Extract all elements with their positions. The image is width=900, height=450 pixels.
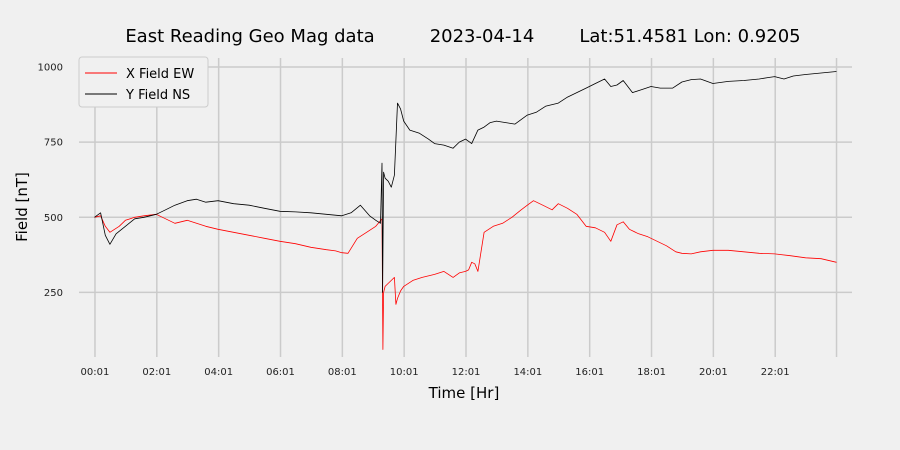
x-tick-label: 10:01 — [390, 367, 419, 378]
x-tick-label: 22:01 — [761, 367, 790, 378]
series-line-x-field — [94, 200, 837, 350]
chart-title-location: Lat:51.4581 Lon: 0.9205 — [579, 26, 800, 47]
y-tick-label: 1000 — [38, 63, 63, 74]
legend: X Field EW Y Field NS — [78, 56, 209, 108]
y-tick-label: 750 — [44, 138, 63, 149]
x-axis-label: Time [Hr] — [428, 384, 500, 402]
x-tick-label: 04:01 — [204, 367, 233, 378]
x-tick-label: 06:01 — [266, 367, 295, 378]
x-tick-label: 18:01 — [637, 367, 666, 378]
x-tick-label: 16:01 — [575, 367, 604, 378]
x-tick-label: 12:01 — [452, 367, 481, 378]
grid — [79, 58, 852, 357]
x-tick-label: 00:01 — [81, 367, 110, 378]
x-tick-label: 20:01 — [699, 367, 728, 378]
tick-labels: 250 500 750 1000 00:01 02:01 04:01 06:01 08:01 10… — [38, 63, 790, 378]
x-tick-label: 14:01 — [513, 367, 542, 378]
chart-title-date: 2023-04-14 — [430, 26, 535, 47]
series-line-y-field — [94, 71, 837, 293]
chart-title: East Reading Geo Mag data — [125, 26, 374, 47]
y-tick-label: 500 — [44, 213, 63, 224]
y-axis-label: Field [nT] — [13, 172, 31, 242]
x-tick-label: 08:01 — [328, 367, 357, 378]
x-tick-label: 02:01 — [142, 367, 171, 378]
legend-label-x-field: X Field EW — [126, 67, 194, 82]
plot-lines — [94, 71, 837, 350]
y-tick-label: 250 — [44, 288, 63, 299]
legend-label-y-field: Y Field NS — [125, 88, 190, 103]
